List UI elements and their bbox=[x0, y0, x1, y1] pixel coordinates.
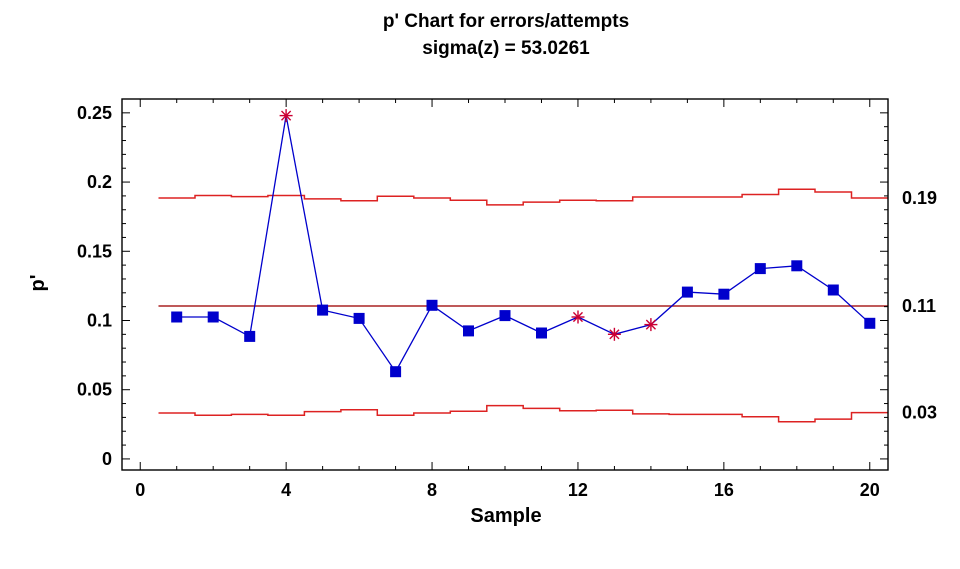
data-point bbox=[536, 327, 547, 339]
data-point bbox=[499, 310, 511, 322]
y-tick-label: 0.15 bbox=[77, 241, 112, 261]
data-point bbox=[827, 284, 839, 296]
x-tick-label: 0 bbox=[135, 480, 145, 500]
data-point bbox=[317, 304, 329, 316]
chart-title: p' Chart for errors/attempts bbox=[383, 11, 629, 32]
lower-control-limit bbox=[158, 404, 888, 423]
x-tick-label: 12 bbox=[568, 480, 588, 500]
y-tick-label: 0.1 bbox=[87, 310, 112, 330]
flag-star-stroke bbox=[572, 311, 583, 323]
flag-star-stroke bbox=[281, 110, 292, 121]
data-point bbox=[681, 286, 693, 298]
data-point bbox=[718, 288, 730, 300]
data-point bbox=[171, 311, 183, 323]
flag-star-stroke bbox=[609, 329, 620, 340]
flag-star-stroke bbox=[645, 319, 656, 330]
x-axis-label: Sample bbox=[470, 505, 541, 527]
data-point bbox=[207, 311, 219, 323]
y-tick-label: 0.25 bbox=[77, 103, 112, 123]
data-point bbox=[463, 325, 474, 337]
limit-value-label: 0.03 bbox=[902, 403, 937, 423]
y-tick-label: 0.05 bbox=[77, 380, 112, 400]
x-tick-label: 4 bbox=[281, 480, 291, 500]
x-tick-label: 16 bbox=[714, 480, 734, 500]
flagged-point bbox=[644, 318, 658, 332]
flagged-point bbox=[279, 109, 293, 123]
limit-value-label: 0.19 bbox=[902, 188, 937, 208]
flagged-point bbox=[571, 310, 585, 324]
data-point bbox=[390, 366, 402, 378]
data-point bbox=[244, 330, 256, 342]
y-axis-label: p' bbox=[27, 275, 49, 292]
data-point bbox=[426, 299, 438, 311]
x-tick-label: 8 bbox=[427, 480, 437, 500]
upper-control-limit bbox=[158, 188, 888, 206]
data-point bbox=[353, 312, 365, 324]
chart-subtitle: sigma(z) = 53.0261 bbox=[422, 38, 590, 59]
data-point bbox=[791, 260, 803, 272]
series-line bbox=[176, 115, 871, 373]
limit-value-label: 0.11 bbox=[902, 296, 936, 316]
flagged-point bbox=[607, 327, 621, 341]
data-point bbox=[864, 317, 876, 329]
y-tick-label: 0 bbox=[102, 449, 112, 469]
data-point bbox=[754, 263, 766, 275]
x-tick-label: 20 bbox=[860, 480, 880, 500]
y-tick-label: 0.2 bbox=[87, 172, 112, 192]
